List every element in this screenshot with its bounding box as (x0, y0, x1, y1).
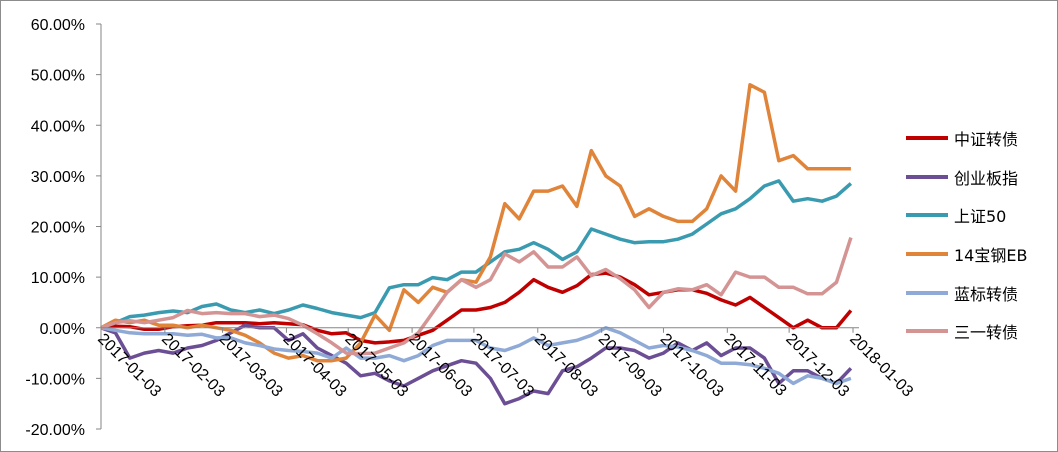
series-line-3 (100, 83, 851, 363)
x-tick-label: 2017-10-03 (657, 331, 727, 401)
legend-item: 上证50 (906, 196, 1027, 235)
legend: 中证转债创业板指上证50 14宝钢EB 蓝标转债三一转债 (906, 119, 1027, 351)
legend-item: 创业板指 (906, 158, 1027, 197)
y-tick-labels: 60.00% 50.00% 40.00% 30.00% 20.00% 10.00% 0.00… (25, 17, 101, 439)
y-tick-label: 0.00% (40, 321, 85, 338)
legend-line-swatch (906, 252, 948, 257)
series-line-1 (100, 323, 853, 406)
y-tick-label: 10.00% (31, 270, 85, 287)
legend-line-swatch (906, 290, 948, 295)
legend-line-swatch (906, 136, 948, 141)
legend-line-swatch (906, 213, 948, 218)
legend-label: 蓝标转债 (954, 284, 1019, 304)
x-tick-label: 2017-01-03 (94, 331, 164, 401)
legend-item: 14宝钢EB (906, 235, 1027, 274)
series-line-2 (100, 179, 853, 330)
legend-line-swatch (906, 174, 948, 179)
y-tick-label: 60.00% (31, 17, 85, 34)
y-tick-label: 20.00% (31, 220, 85, 237)
series-line-4 (100, 326, 852, 386)
legend-label: 上证50 (954, 207, 1007, 227)
legend-label: 三一转债 (954, 323, 1019, 343)
series-layer (100, 83, 853, 406)
series-line-5 (100, 237, 853, 356)
legend-label: 中证转债 (954, 130, 1019, 150)
y-tick-label: -10.00% (25, 371, 85, 388)
x-tick-label: 2017-09-03 (595, 331, 665, 401)
series-line-0 (100, 271, 853, 345)
legend-item: 三一转债 (906, 312, 1027, 351)
y-tick-label: 50.00% (31, 68, 85, 85)
x-tick-label: 2017-04-03 (280, 331, 350, 401)
x-tick-label: 2017-12-03 (782, 331, 852, 401)
legend-label: 创业板指 (954, 168, 1019, 188)
legend-item: 中证转债 (906, 119, 1027, 158)
legend-line-swatch (906, 329, 948, 334)
x-tick-label: 2017-11-03 (720, 331, 789, 400)
y-tick-label: 40.00% (31, 118, 85, 135)
legend-item: 蓝标转债 (906, 273, 1027, 312)
y-tick-label: -20.00% (25, 422, 85, 439)
legend-label: 14宝钢EB (954, 246, 1028, 266)
y-tick-label: 30.00% (31, 169, 85, 186)
